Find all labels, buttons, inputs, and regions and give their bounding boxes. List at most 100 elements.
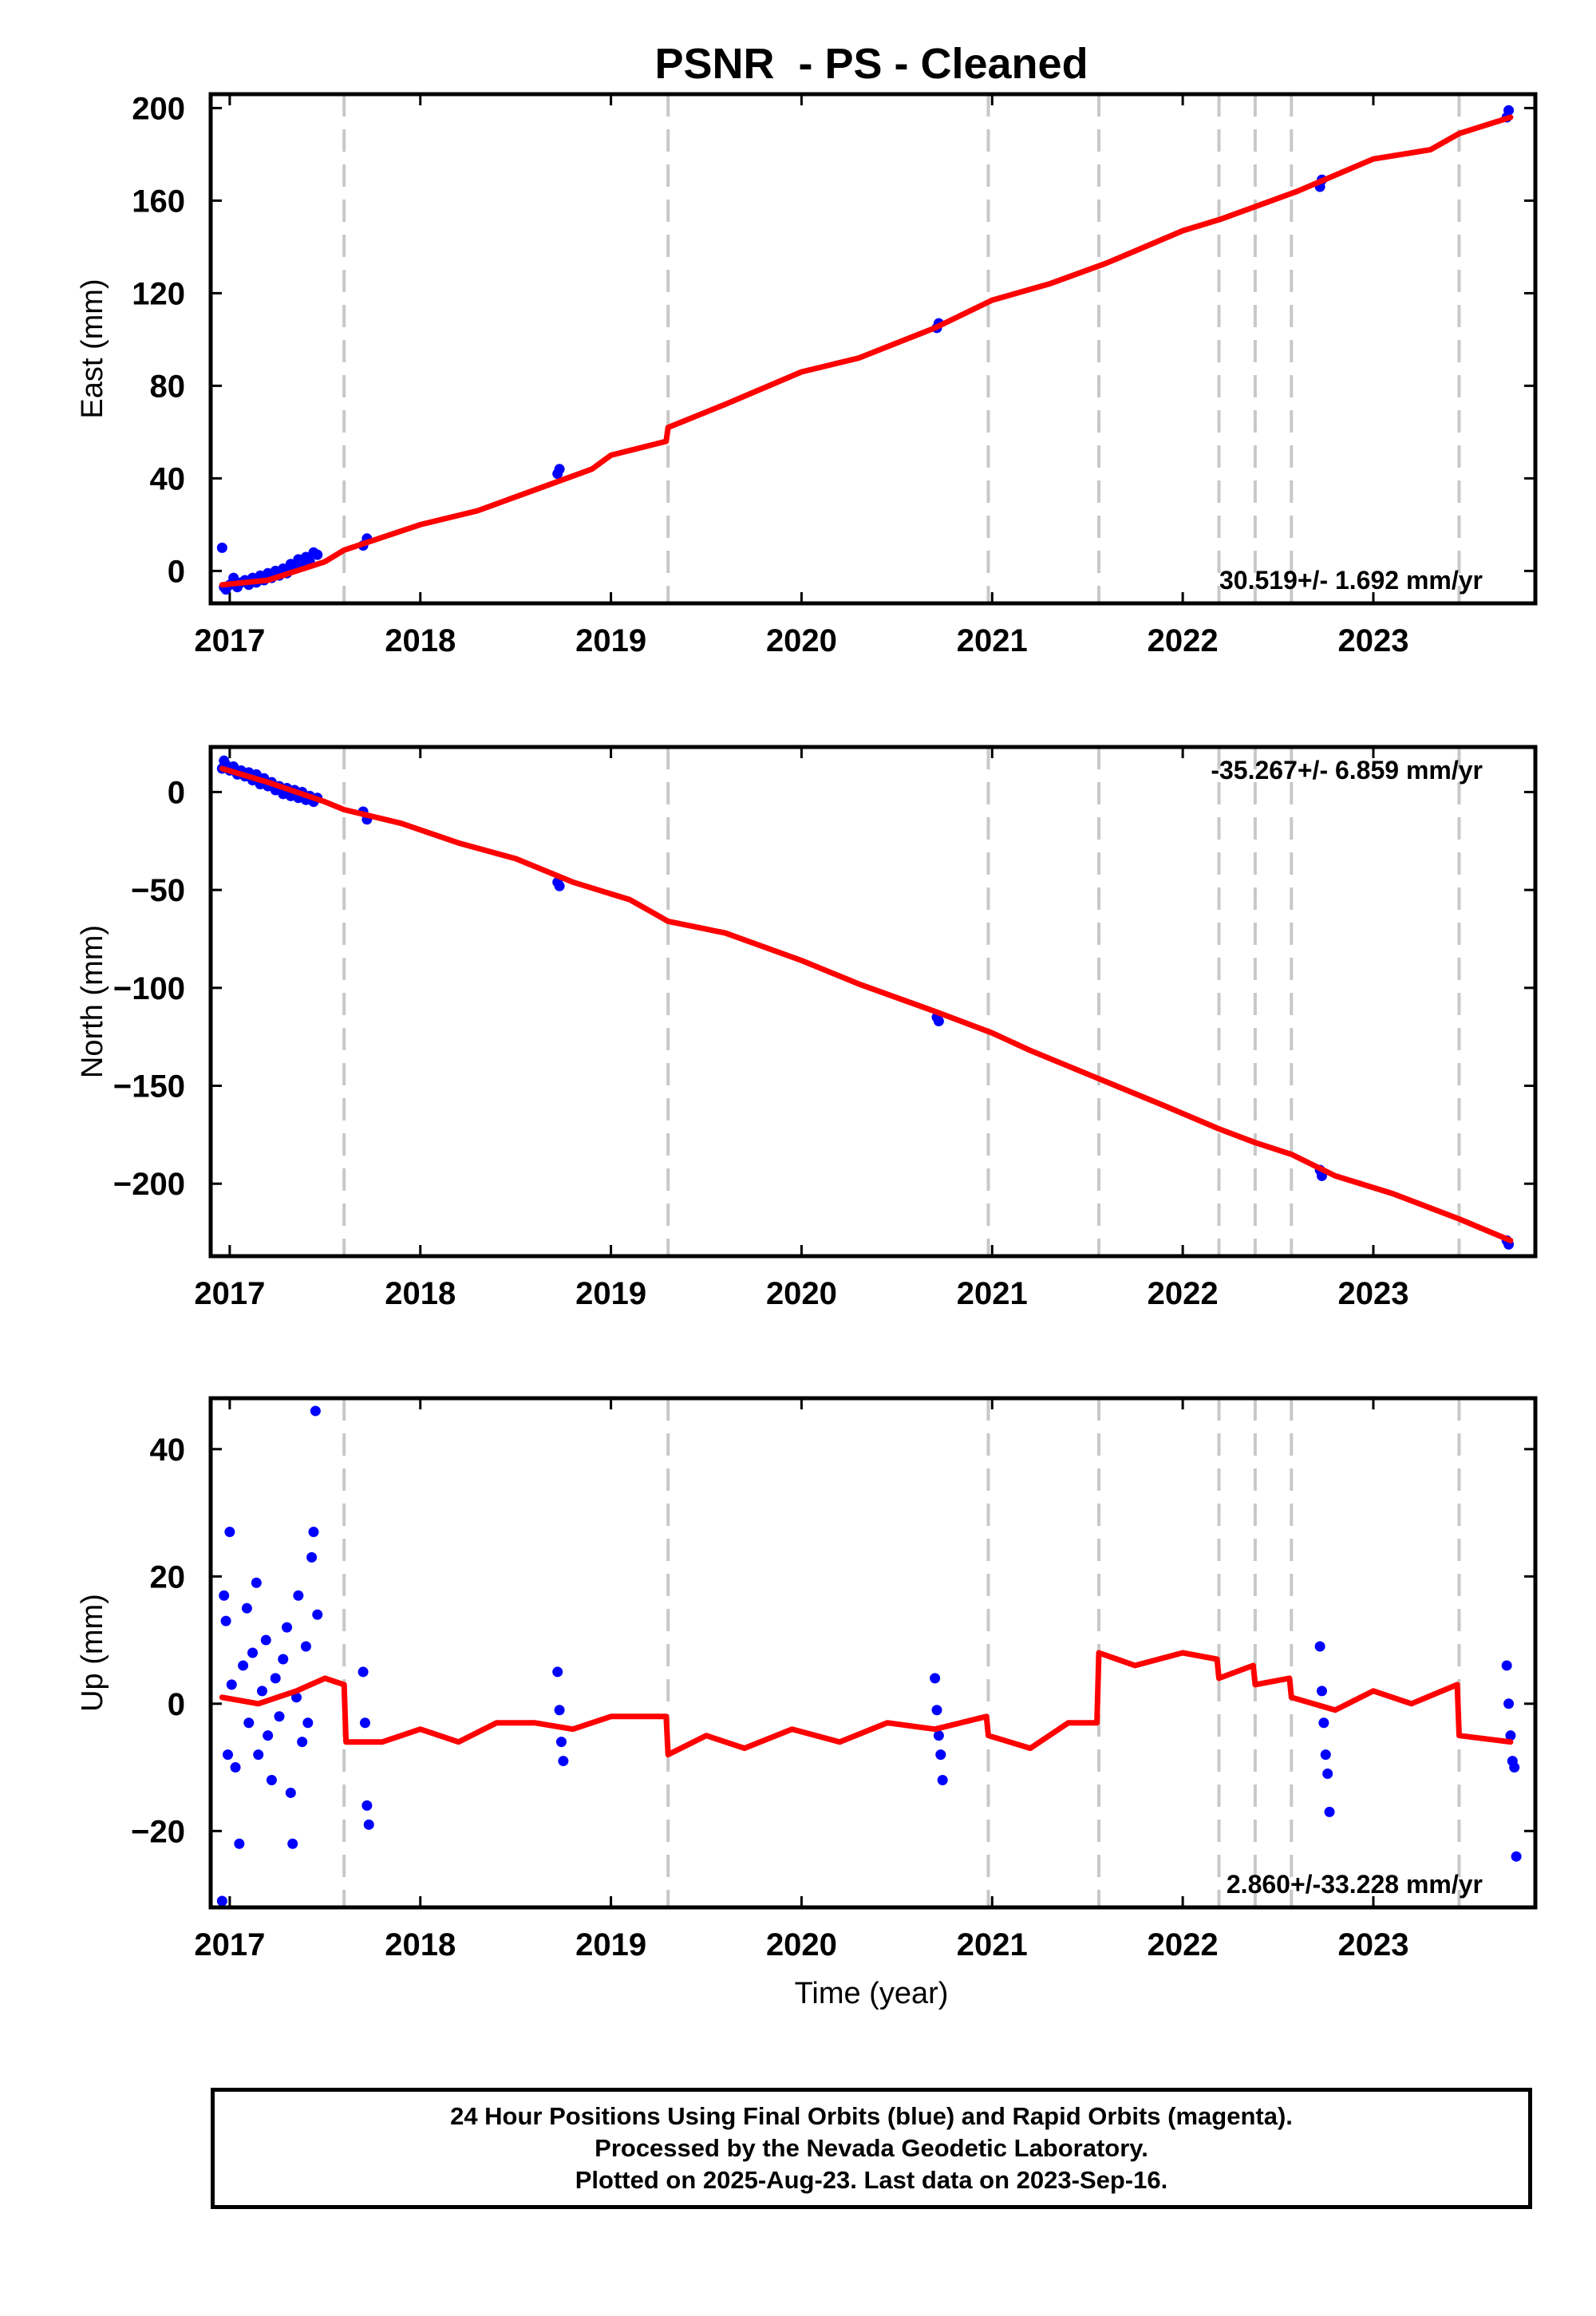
x-tick-label: 2023 [1337,1276,1408,1311]
data-point [554,880,565,891]
data-point [312,549,323,560]
x-tick-label: 2023 [1337,1927,1408,1962]
y-tick-label: −50 [131,873,185,908]
panel-frame [208,745,1538,1259]
data-point [1501,1660,1512,1671]
plot-area [216,105,1515,595]
x-tick-label: 2019 [575,1276,646,1311]
data-point [555,1737,567,1748]
model-fit-line [219,114,1514,588]
y-tick-label: 120 [132,276,185,311]
data-point [256,1686,267,1697]
panel-up: 2017 2018 2019 2020 2021 2022 2023 40 20 0 −20 Up (… [76,1396,1538,1962]
data-point [293,1590,304,1601]
x-tick-label: 2021 [957,623,1028,658]
data-point [300,1641,311,1652]
y-tick-label: −20 [131,1814,185,1849]
x-tick-label: 2022 [1148,1927,1219,1962]
x-tick-label: 2017 [194,1927,265,1962]
x-tick-label: 2022 [1148,1276,1219,1311]
data-point [274,1711,285,1722]
x-tick-label: 2019 [575,1927,646,1962]
y-tick-label: 0 [168,554,185,589]
model-fit-line [219,765,1514,1243]
legend-line-orbits: 24 Hour Positions Using Final Orbits (bl… [450,2102,1293,2130]
data-point [361,1800,373,1811]
data-point [226,1679,237,1690]
data-point [285,1787,296,1798]
data-point [935,1749,946,1761]
data-point [1322,1769,1333,1780]
plot-area [216,1405,1522,1907]
data-point [302,1717,314,1729]
rate-annotation: -35.267+/- 6.859 mm/yr [1211,756,1483,785]
x-tick-label: 2018 [385,1276,456,1311]
y-tick-label: 20 [150,1559,186,1595]
legend-box: 24 Hour Positions Using Final Orbits (bl… [211,2088,1532,2209]
data-point [1509,1762,1520,1773]
data-point [1511,1851,1522,1862]
x-tick-label: 2017 [194,623,265,658]
data-point [266,1775,277,1785]
data-point [222,1749,233,1761]
data-point [930,1673,941,1684]
data-point [358,1666,369,1678]
y-tick-label: 200 [132,91,185,126]
data-point [230,1762,241,1773]
plot-area [216,755,1515,1250]
x-tick-label: 2017 [194,1276,265,1311]
rate-annotation: 30.519+/- 1.692 mm/yr [1219,566,1483,595]
data-point [312,1609,323,1620]
data-point [359,1717,370,1729]
x-tick-label: 2022 [1148,623,1219,658]
data-point [234,1838,245,1849]
x-tick-label: 2020 [766,1276,837,1311]
data-point [1503,1698,1515,1709]
y-tick-label: −100 [113,971,185,1006]
data-point [238,1660,249,1671]
data-point [1316,1686,1327,1697]
data-point [253,1749,264,1761]
y-tick-label: −200 [113,1167,185,1202]
x-tick-label: 2020 [766,1927,837,1962]
data-point [251,1577,262,1588]
data-point [1320,1749,1331,1761]
panel-east: 2017 2018 2019 2020 2021 2022 2023 0 40 80 120 160 2… [76,91,1538,658]
y-axis-label: Up (mm) [76,1594,109,1712]
rate-annotation: 2.860+/-33.228 mm/yr [1227,1870,1483,1899]
data-point [219,1590,230,1601]
data-point [270,1673,281,1684]
data-point [228,572,239,583]
data-point [308,1526,319,1537]
y-axis-label: North (mm) [76,925,109,1078]
data-point [937,1775,948,1785]
data-point [263,1730,274,1741]
data-point [554,1705,565,1716]
y-tick-label: 0 [168,1687,185,1722]
data-point [216,1895,227,1907]
y-axis-label: East (mm) [76,279,109,418]
model-fit-line [219,1650,1514,1758]
x-tick-label: 2023 [1337,623,1408,658]
x-tick-label: 2020 [766,623,837,658]
data-point [1503,105,1515,116]
data-point [1314,1641,1325,1652]
y-tick-label: 80 [150,369,186,404]
data-point [931,1705,942,1716]
data-point [247,1647,259,1658]
panel-frame [208,1396,1538,1910]
data-point [278,1654,289,1665]
y-tick-label: −150 [113,1069,185,1105]
panel-frame [208,92,1538,606]
data-point [933,1016,944,1027]
panel-north: 2017 2018 2019 2020 2021 2022 2023 0 −50 −100 −150… [76,745,1538,1311]
chart-title: PSNR - PS - Cleaned [654,40,1088,88]
data-point [282,1622,293,1633]
data-point [554,464,565,475]
data-point [297,1737,308,1748]
legend-line-processed-by: Processed by the Nevada Geodetic Laborat… [595,2134,1148,2162]
y-tick-label: 40 [150,1433,186,1468]
data-point [1318,1717,1329,1729]
data-point [558,1756,569,1767]
